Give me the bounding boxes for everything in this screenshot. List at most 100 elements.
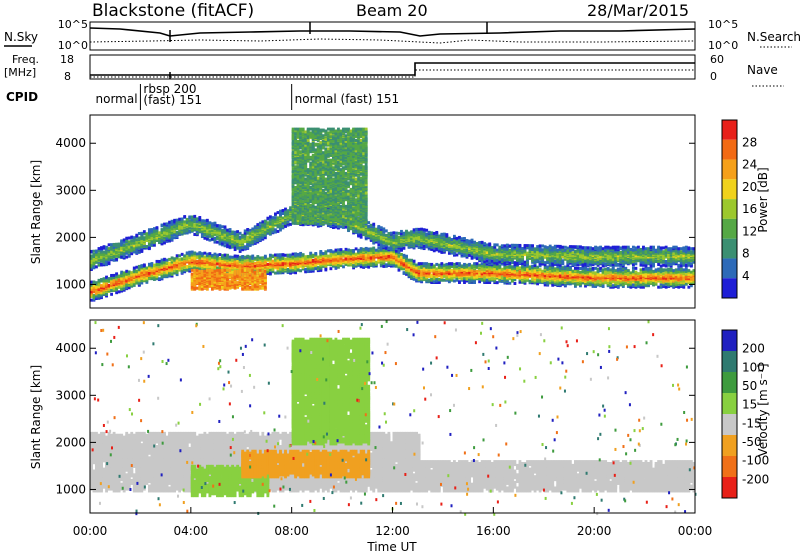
power-cell — [309, 221, 313, 225]
power-cell — [105, 278, 108, 282]
power-cell — [200, 286, 204, 290]
power-cell — [332, 198, 335, 202]
power-cell — [296, 133, 300, 137]
power-cell — [180, 270, 184, 274]
power-cell — [296, 196, 300, 200]
power-cell — [100, 293, 103, 297]
power-cell — [100, 258, 103, 262]
power-cell — [200, 282, 204, 286]
power-cell — [258, 264, 262, 267]
power-cell — [127, 247, 131, 251]
power-cell — [281, 212, 285, 216]
power-cell — [223, 232, 227, 236]
power-cell — [221, 241, 224, 245]
power-cell — [180, 266, 184, 270]
power-cell — [296, 127, 300, 131]
power-cell — [208, 223, 212, 227]
power-cell — [228, 230, 232, 234]
power-cell — [274, 217, 277, 221]
power-cell — [90, 258, 93, 262]
power-cell — [203, 262, 207, 266]
power-cell — [337, 160, 340, 164]
power-cell — [228, 272, 232, 276]
power-cell — [213, 258, 217, 262]
power-cell — [95, 265, 98, 269]
power-cell — [299, 160, 303, 164]
power-cell — [195, 286, 199, 290]
power-cell — [95, 293, 98, 297]
power-cell — [319, 128, 323, 132]
power-cell — [311, 266, 315, 270]
power-cell — [246, 261, 250, 265]
power-cell — [299, 180, 303, 184]
power-cell — [337, 127, 340, 131]
power-cell — [183, 220, 187, 224]
power-cell — [163, 273, 166, 277]
power-cell — [261, 222, 265, 226]
power-cell — [268, 253, 272, 257]
power-cell — [122, 256, 126, 260]
power-cell — [205, 263, 209, 267]
power-cell — [324, 171, 328, 175]
power-cell — [95, 295, 98, 299]
power-cell — [198, 272, 202, 276]
power-cell — [324, 210, 328, 214]
power-cell — [190, 260, 194, 264]
power-cell — [294, 151, 298, 155]
power-cell — [173, 236, 177, 240]
power-cell — [213, 236, 217, 240]
power-cell — [173, 269, 177, 273]
power-cell — [233, 241, 237, 245]
power-cell — [311, 253, 315, 257]
power-cell — [142, 277, 146, 281]
power-cell — [223, 282, 227, 286]
power-cell — [251, 268, 255, 272]
power-cell — [258, 221, 262, 225]
power-cell — [142, 279, 146, 283]
power-cell — [125, 271, 129, 275]
nave-tick-top: 60 — [710, 53, 724, 66]
power-cell — [314, 190, 318, 194]
power-cell — [251, 231, 255, 235]
power-cell — [218, 274, 222, 278]
power-cell — [216, 224, 219, 228]
power-cell — [311, 153, 315, 157]
power-cell — [301, 255, 305, 259]
power-cell — [147, 266, 151, 270]
power-cell — [92, 294, 96, 298]
power-cell — [256, 223, 260, 227]
power-cell — [316, 164, 320, 168]
power-cell — [218, 284, 222, 288]
power-cell — [188, 219, 192, 223]
power-cell — [314, 161, 318, 165]
power-cell — [314, 148, 318, 152]
power-cell — [185, 229, 189, 233]
power-cell — [281, 224, 285, 228]
power-cell — [226, 233, 229, 237]
power-cell — [306, 154, 310, 158]
cpid-segment-label: (fast) 151 — [143, 93, 202, 107]
power-cell — [195, 252, 199, 256]
power-cell — [180, 257, 184, 261]
power-cell — [324, 167, 328, 171]
power-cell — [243, 272, 247, 276]
power-cell — [170, 219, 174, 223]
power-cell — [246, 279, 250, 283]
power-cell — [183, 254, 187, 258]
power-cell — [284, 267, 287, 271]
power-cell — [140, 231, 144, 235]
power-cell — [130, 271, 134, 275]
power-cell — [311, 187, 315, 191]
power-cell — [216, 279, 219, 283]
power-cell — [316, 208, 320, 212]
power-cell — [241, 268, 245, 272]
power-cell — [274, 256, 277, 260]
power-cell — [130, 246, 134, 250]
power-cell — [195, 219, 199, 223]
power-cell — [190, 217, 194, 221]
power-cell — [248, 281, 252, 285]
power-cell — [107, 243, 111, 247]
power-cell — [253, 274, 257, 278]
power-cell — [306, 170, 310, 174]
power-cell — [188, 215, 192, 219]
